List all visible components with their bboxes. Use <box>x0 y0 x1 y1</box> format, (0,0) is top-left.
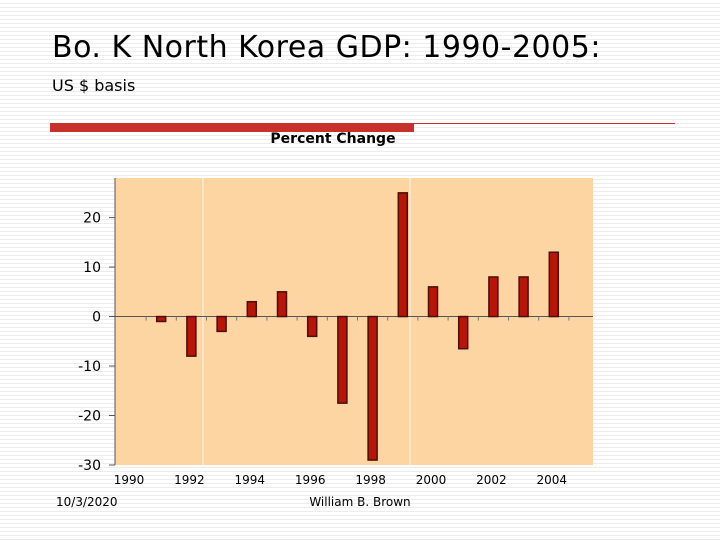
footer-date: 10/3/2020 <box>56 495 118 509</box>
bar-1994 <box>246 300 258 318</box>
bar-2000 <box>427 286 439 318</box>
footer-author: William B. Brown <box>309 495 411 509</box>
title-divider-accent-bar <box>50 123 414 132</box>
bar-1999 <box>397 192 409 318</box>
bar-2004 <box>548 251 560 318</box>
x-tick-label: 2000 <box>416 473 447 487</box>
x-axis-labels: 1990 1992 1994 1996 1998 2000 2002 2004 <box>114 473 567 487</box>
chart-bars <box>155 192 560 461</box>
y-tick-label: 20 <box>83 211 101 227</box>
bar-2001 <box>457 315 469 350</box>
chart-gridlines <box>202 178 411 465</box>
y-axis-labels: 20 10 0 -10 -20 -30 <box>78 211 101 474</box>
bar-1992 <box>186 315 197 357</box>
y-tick-label: 10 <box>83 260 101 276</box>
x-tick-label: 2004 <box>537 473 568 487</box>
x-tick-label: 1996 <box>295 473 326 487</box>
slide-title: Bo. K North Korea GDP: 1990-2005: <box>52 30 601 65</box>
x-tick-label: 1994 <box>235 473 266 487</box>
bar-2002 <box>488 276 499 318</box>
bar-1998 <box>367 315 378 461</box>
bar-1993 <box>216 315 227 333</box>
bar-1995 <box>276 291 288 318</box>
y-tick-label: -20 <box>78 409 101 425</box>
bar-1991 <box>155 315 167 323</box>
bar-2003 <box>518 276 529 318</box>
y-tick-label: -30 <box>78 458 101 474</box>
bar-1996 <box>306 315 318 338</box>
y-tick-label: 0 <box>92 310 101 326</box>
bar-1997 <box>337 315 348 404</box>
y-tick-label: -10 <box>78 359 101 375</box>
x-tick-label: 2002 <box>476 473 507 487</box>
slide-subtitle: US $ basis <box>52 76 136 95</box>
x-tick-label: 1998 <box>355 473 386 487</box>
x-tick-label: 1990 <box>114 473 145 487</box>
x-tick-label: 1992 <box>174 473 205 487</box>
chart-title: Percent Change <box>270 131 396 147</box>
